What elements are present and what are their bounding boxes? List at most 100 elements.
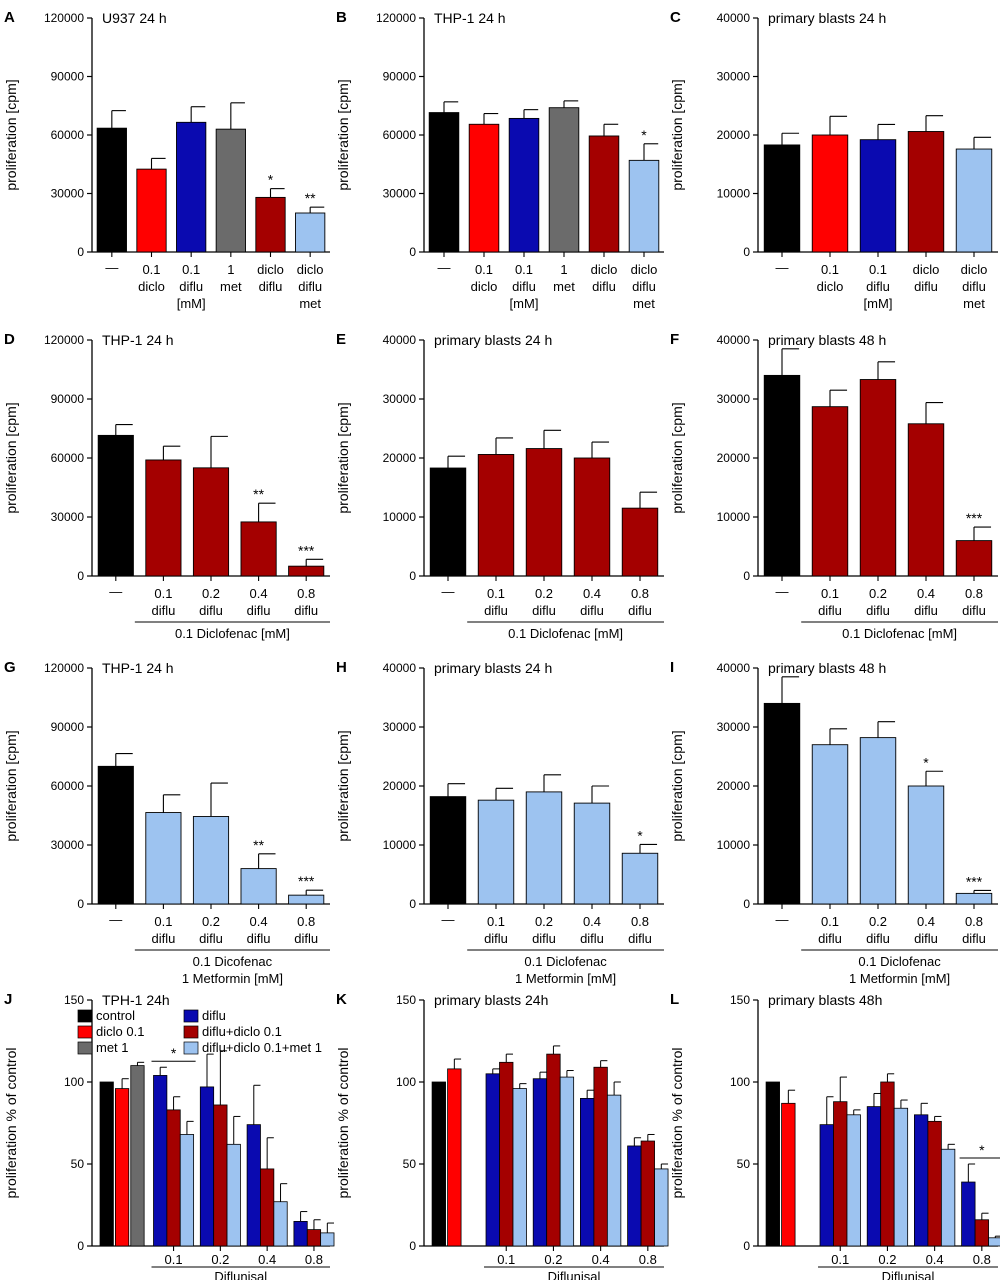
bar xyxy=(97,434,134,577)
category-label: diflu xyxy=(628,931,652,946)
bar xyxy=(593,1066,608,1247)
bar xyxy=(811,134,849,253)
category-label: 0.1 xyxy=(497,1252,515,1267)
bar xyxy=(176,121,207,253)
category-label: diflu xyxy=(866,603,890,618)
bar xyxy=(546,1053,561,1247)
control-bar xyxy=(99,1081,114,1247)
bar xyxy=(859,139,897,253)
significance-label: *** xyxy=(966,510,983,526)
category-label: 0.2 xyxy=(869,586,887,601)
bar xyxy=(97,765,134,905)
category-label: — xyxy=(109,912,122,927)
y-tick-label: 0 xyxy=(409,569,416,583)
group-label: 0.1 Diclofenac xyxy=(524,954,607,969)
bar xyxy=(763,144,801,253)
bar xyxy=(199,1086,215,1247)
category-label: diflu xyxy=(580,603,604,618)
y-tick-label: 50 xyxy=(403,1157,417,1171)
category-label: 0.1 xyxy=(821,914,839,929)
bar xyxy=(477,454,515,577)
category-label: diflu xyxy=(294,603,318,618)
y-tick-label: 50 xyxy=(737,1157,751,1171)
y-tick-label: 50 xyxy=(71,1157,85,1171)
category-label: 0.8 xyxy=(297,914,315,929)
category-label: diflu xyxy=(914,279,938,294)
y-tick-label: 30000 xyxy=(717,720,751,734)
category-label: diflu xyxy=(179,279,203,294)
category-label: 0.1 xyxy=(831,1252,849,1267)
category-label: — xyxy=(442,584,455,599)
control-bar xyxy=(765,1081,780,1247)
category-label: 0.8 xyxy=(965,914,983,929)
bar xyxy=(525,791,563,905)
category-label: diflu xyxy=(532,931,556,946)
y-tick-label: 90000 xyxy=(51,392,85,406)
significance-label: *** xyxy=(298,542,315,558)
category-label: met xyxy=(633,296,655,311)
bar xyxy=(477,799,515,905)
category-label: diclo xyxy=(631,262,658,277)
control-bar xyxy=(781,1102,796,1247)
y-tick-label: 10000 xyxy=(717,510,751,524)
y-tick-label: 0 xyxy=(77,245,84,259)
bar xyxy=(846,1114,861,1247)
y-tick-label: 30000 xyxy=(383,187,417,201)
category-label: diflu xyxy=(247,603,271,618)
significance-label: *** xyxy=(298,873,315,889)
category-label: 0.1 xyxy=(821,262,839,277)
panel-letter: A xyxy=(4,9,15,26)
y-tick-label: 30000 xyxy=(51,187,85,201)
significance-label: ** xyxy=(253,486,264,502)
legend-swatch xyxy=(183,1009,199,1023)
y-tick-label: 0 xyxy=(743,569,750,583)
bar xyxy=(606,1094,622,1247)
category-label: 0.2 xyxy=(211,1252,229,1267)
bar xyxy=(559,1076,575,1247)
category-label: diflu xyxy=(818,931,842,946)
bar xyxy=(811,744,849,905)
panel-title: THP-1 24 h xyxy=(102,660,174,676)
category-label: met xyxy=(220,279,242,294)
significance-label: * xyxy=(979,1142,985,1158)
y-axis-label: proliferation % of control xyxy=(3,1048,19,1199)
bar xyxy=(306,1229,322,1247)
unit-label: [mM] xyxy=(864,296,893,311)
bar xyxy=(955,540,993,577)
category-label: 0.4 xyxy=(592,1252,610,1267)
panel-title: TPH-1 24h xyxy=(102,992,170,1008)
bar xyxy=(940,1148,956,1247)
panel-letter: H xyxy=(336,659,347,676)
y-axis-label: proliferation [cpm] xyxy=(669,402,685,513)
y-tick-label: 40000 xyxy=(717,11,751,25)
panel-letter: J xyxy=(4,991,12,1008)
category-label: 1 xyxy=(227,262,234,277)
y-tick-label: 90000 xyxy=(51,720,85,734)
category-label: diclo xyxy=(961,262,988,277)
panel-letter: F xyxy=(670,331,679,348)
category-label: 0.2 xyxy=(535,586,553,601)
legend-swatch xyxy=(77,1025,93,1039)
category-label: 0.1 xyxy=(821,586,839,601)
category-label: diflu xyxy=(259,279,283,294)
bar xyxy=(179,1134,195,1247)
category-label: diclo xyxy=(138,279,165,294)
category-label: 0.8 xyxy=(973,1252,991,1267)
bar xyxy=(859,379,897,577)
y-axis-label: proliferation [cpm] xyxy=(669,79,685,190)
y-axis-label: proliferation [cpm] xyxy=(3,730,19,841)
y-tick-label: 60000 xyxy=(51,451,85,465)
category-label: 0.8 xyxy=(639,1252,657,1267)
y-tick-label: 0 xyxy=(77,897,84,911)
y-tick-label: 40000 xyxy=(717,333,751,347)
category-label: diflu xyxy=(298,279,322,294)
bar xyxy=(532,1078,548,1247)
y-tick-label: 0 xyxy=(77,569,84,583)
category-label: 0.4 xyxy=(583,586,601,601)
y-tick-label: 0 xyxy=(743,897,750,911)
group-label: 1 Metformin [mM] xyxy=(182,971,283,986)
bar xyxy=(255,196,286,253)
legend-swatch xyxy=(183,1041,199,1055)
category-label: 0.8 xyxy=(297,586,315,601)
